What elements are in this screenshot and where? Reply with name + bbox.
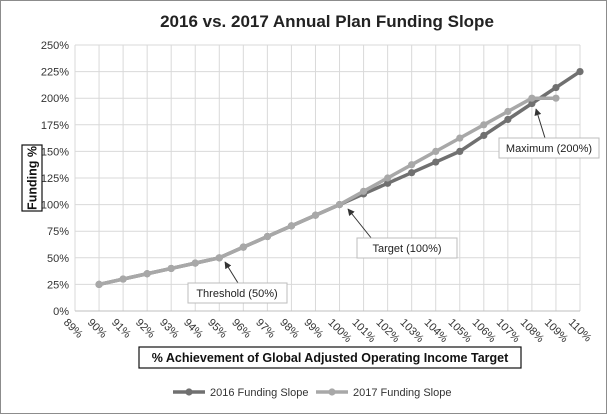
data-point-2017 [167,264,175,273]
legend: 2016 Funding Slope 2017 Funding Slope [173,387,451,399]
data-point-2017 [215,254,223,262]
x-tick-label: 103% [398,317,427,346]
target-arrow [347,208,373,240]
data-point-2016 [432,158,440,166]
x-tick-label: 102% [373,317,402,346]
maximum-callout-label: Maximum (200%) [506,143,592,155]
y-axis-title-box [21,144,43,212]
y-tick-label: 0% [53,306,69,318]
data-point-2017 [95,280,103,288]
x-tick-label: 93% [157,317,181,341]
x-tick-label: 91% [109,317,133,341]
callout-maximum: Maximum (200%) [498,108,600,159]
maximum-arrow [534,108,546,139]
data-point-2017 [480,121,488,129]
y-axis-ticks: 0% 25% 50% 75% 100% 125% 150% 175% 200% 225% 250% [41,40,69,318]
chart-title: 2016 vs. 2017 Annual Plan Funding Slope [160,12,494,31]
data-point-2017 [287,222,296,230]
data-point-2016 [504,115,512,124]
data-point-2017 [384,174,392,182]
legend-marker-2017 [328,388,336,396]
x-tick-label: 98% [277,317,301,341]
legend-marker-2016 [185,388,193,396]
data-point-2017 [191,259,199,267]
y-axis-title: Funding % [26,146,40,210]
x-tick-label: 101% [349,317,378,346]
x-tick-label: 90% [85,317,109,341]
y-tick-label: 125% [41,173,69,185]
x-tick-label: 108% [518,317,547,346]
x-axis-title-group: % Achievement of Global Adjusted Operati… [138,346,522,369]
data-point-2017 [335,201,344,209]
threshold-arrow [224,261,239,284]
data-point-2017 [504,107,512,116]
data-point-2016 [408,169,416,177]
x-tick-label: 94% [181,317,205,341]
target-callout-label: Target (100%) [372,243,441,255]
series-2017 [95,94,560,288]
target-callout-box [356,237,458,259]
y-tick-label: 175% [41,120,69,132]
y-axis-title-group: Funding % [21,144,43,212]
x-axis-ticks: 89% 90% 91% 92% 93% 94% 95% 96% 97% 98% 99% 100%101… [61,317,594,346]
x-tick-label: 96% [229,317,253,341]
data-point-2017 [119,275,127,283]
data-point-2017 [408,161,416,169]
threshold-callout-box [187,282,288,304]
x-tick-label: 100% [325,317,354,346]
data-point-2017 [528,94,536,102]
callout-threshold: Threshold (50%) [187,261,288,304]
data-point-2016 [576,68,584,76]
data-point-2017 [359,187,368,195]
legend-label-2016: 2016 Funding Slope [210,387,308,399]
series-layer [95,68,584,288]
x-tick-label: 95% [205,317,229,341]
data-point-2016 [528,99,536,108]
y-tick-label: 50% [47,253,69,265]
data-point-2016 [552,83,560,92]
data-point-2016 [384,179,392,187]
x-tick-label: 109% [542,317,571,346]
x-tick-label: 99% [301,317,325,341]
y-tick-label: 200% [41,93,69,105]
x-tick-label: 92% [133,317,157,341]
maximum-callout-box [498,137,600,159]
x-tick-label: 105% [446,317,475,346]
data-point-2017 [311,211,320,219]
y-tick-label: 75% [47,226,69,238]
x-axis-title: % Achievement of Global Adjusted Operati… [152,351,509,365]
callout-target: Target (100%) [347,208,458,259]
data-point-2017 [143,270,151,278]
y-tick-label: 100% [41,200,69,212]
data-point-2017 [239,243,247,251]
legend-item-2017: 2017 Funding Slope [316,387,451,399]
series-line-2017 [98,96,556,287]
y-tick-label: 225% [41,67,69,79]
x-tick-label: 89% [61,317,85,341]
data-point-2016 [456,147,464,155]
x-tick-label: 97% [253,317,277,341]
y-tick-label: 150% [41,146,69,158]
x-tick-label: 110% [566,317,594,345]
data-point-2017 [552,94,560,102]
x-tick-label: 107% [494,317,523,346]
x-tick-label: 106% [470,317,499,346]
gridlines [74,44,581,312]
legend-label-2017: 2017 Funding Slope [353,387,451,399]
data-point-2017 [456,134,464,142]
x-axis-title-box [138,346,522,369]
x-tick-label: 104% [422,317,451,346]
data-point-2017 [263,232,271,241]
data-point-2017 [432,147,440,155]
y-tick-label: 250% [41,40,69,52]
legend-item-2016: 2016 Funding Slope [173,387,308,399]
y-tick-label: 25% [47,279,69,291]
data-point-2016 [480,131,488,140]
threshold-callout-label: Threshold (50%) [196,288,277,300]
